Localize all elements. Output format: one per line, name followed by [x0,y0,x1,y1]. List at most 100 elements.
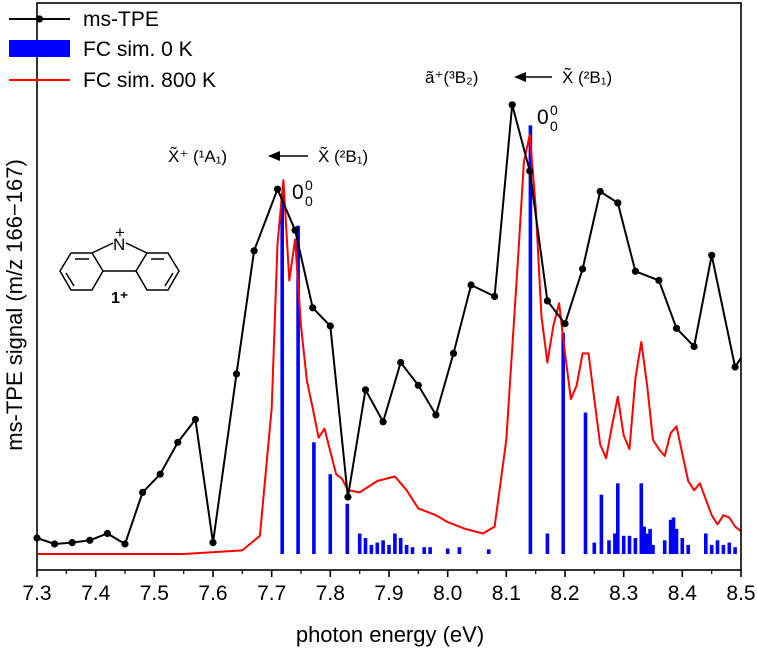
ms-tpe-point-2 [68,539,76,547]
stick-27 [613,533,617,554]
stick-23 [583,412,588,554]
five-ring-bond-1 [91,242,114,254]
annotation-transition-1: X̃⁺ (¹A₁) X̃ (²B₁) [168,146,368,166]
stick-18 [457,547,462,554]
x-tick-label-5: 7.8 [316,582,345,605]
ms-tpe-point-1 [51,540,59,548]
stick-7 [369,544,374,554]
peak-label-2-sub: 0 [550,118,558,134]
ms-tpe-point-8 [174,438,182,446]
stick-22 [561,332,565,554]
annotation-2-left: ã⁺(³B₂) [425,68,478,87]
annotation-1-left: X̃⁺ (¹A₁) [168,146,227,166]
ms-tpe-point-13 [273,185,282,193]
stick-35 [648,528,652,554]
ms-tpe-point-3 [86,536,94,544]
stick-33 [642,526,646,554]
x-tick-label-8: 8.1 [492,582,521,605]
ms-tpe-point-9 [191,415,199,424]
ms-tpe-point-15 [309,304,317,312]
right-ring-double-bond-2 [164,272,174,287]
ms-tpe-point-35 [672,324,681,332]
stick-6 [363,538,368,554]
ms-tpe-point-28 [543,297,552,305]
x-tick-label-12: 8.5 [726,582,755,605]
ms-tpe-point-4 [103,529,111,538]
stick-39 [671,517,676,554]
stick-29 [621,535,626,554]
left-ring-double-bond-2 [65,272,75,287]
structure-label: 1⁺ [111,290,128,307]
peak-label-2-main: 0 [537,106,549,129]
annotation-2-arrow-head [514,72,526,82]
ms-tpe-point-33 [631,267,640,275]
stick-38 [668,519,673,554]
stick-15 [422,547,426,554]
ms-tpe-point-38 [731,363,739,371]
ms-tpe-point-27 [526,167,534,175]
ms-tpe-point-30 [579,265,587,273]
ms-tpe-point-24 [467,281,475,289]
ms-tpe-point-14 [291,226,299,234]
stick-11 [393,533,397,554]
peak-label-1-sub: 0 [305,193,313,209]
ms-tpe-series [33,101,742,548]
stick-47 [727,542,732,554]
annotation-1-right: X̃ (²B₁) [318,146,368,166]
x-axis-title: photon energy (eV) [296,622,484,647]
x-tick-label-11: 8.4 [668,582,698,605]
stick-48 [733,547,737,554]
ms-tpe-point-17 [344,493,352,501]
x-tick-label-10: 8.3 [609,582,638,605]
x-tick-label-4: 7.7 [257,582,286,605]
legend: ms-TPE FC sim. 0 K FC sim. 800 K [9,8,216,92]
stick-13 [404,544,409,554]
ms-tpe-point-7 [156,470,164,478]
stick-14 [410,547,415,554]
stick-37 [662,540,667,554]
x-tick-label-7: 8.0 [433,582,462,605]
stick-46 [721,544,726,554]
legend-label-fc-0k: FC sim. 0 K [83,38,193,61]
axes: 7.3 7.4 7.5 7.6 7.7 7.8 7.9 8.0 8.1 8.2 8.3 8.4 8.5 [22,2,756,605]
peak-label-1-sup: 0 [305,177,313,193]
ms-tpe-point-37 [708,251,716,259]
ms-tpe-point-29 [561,320,569,328]
fc-sim-800k-series [37,133,742,555]
peak-label-2-sup: 0 [550,102,558,118]
ms-tpe-point-23 [449,349,458,357]
stick-21 [545,533,550,554]
stick-20 [528,125,533,555]
ms-tpe-point-18 [361,386,370,394]
structure-atom-n: N [113,235,125,254]
stick-3 [328,474,333,554]
stick-17 [445,548,450,554]
ms-tpe-point-16 [326,322,334,330]
carbazole-structure [59,242,180,291]
ms-tpe-point-34 [655,276,663,284]
ms-tpe-point-26 [508,101,516,109]
stick-40 [674,528,679,554]
stick-10 [387,544,391,554]
stick-43 [704,533,708,554]
x-tick-label-3: 7.6 [198,582,227,605]
five-ring-bond-2 [125,242,148,254]
annotation-2-right: X̃ (²B₁) [562,67,612,87]
stick-8 [375,542,380,554]
stick-32 [639,483,644,554]
annotation-1-arrow-head [268,151,280,161]
y-axis-title: ms-TPE signal (m/z 166−167) [2,159,27,451]
ms-tpe-point-31 [596,187,604,196]
legend-marker-fc-0k [9,40,70,57]
stick-16 [428,547,432,554]
x-tick-label-0: 7.3 [22,582,51,605]
stick-5 [357,533,362,554]
stick-41 [680,538,685,554]
structure-charge: + [115,223,125,242]
x-tick-label-1: 7.4 [81,582,111,605]
stick-1 [296,225,300,554]
peak-label-1-main: 0 [292,181,304,204]
stick-9 [381,540,385,554]
stick-19 [486,549,491,554]
ms-tpe-point-22 [432,411,440,419]
